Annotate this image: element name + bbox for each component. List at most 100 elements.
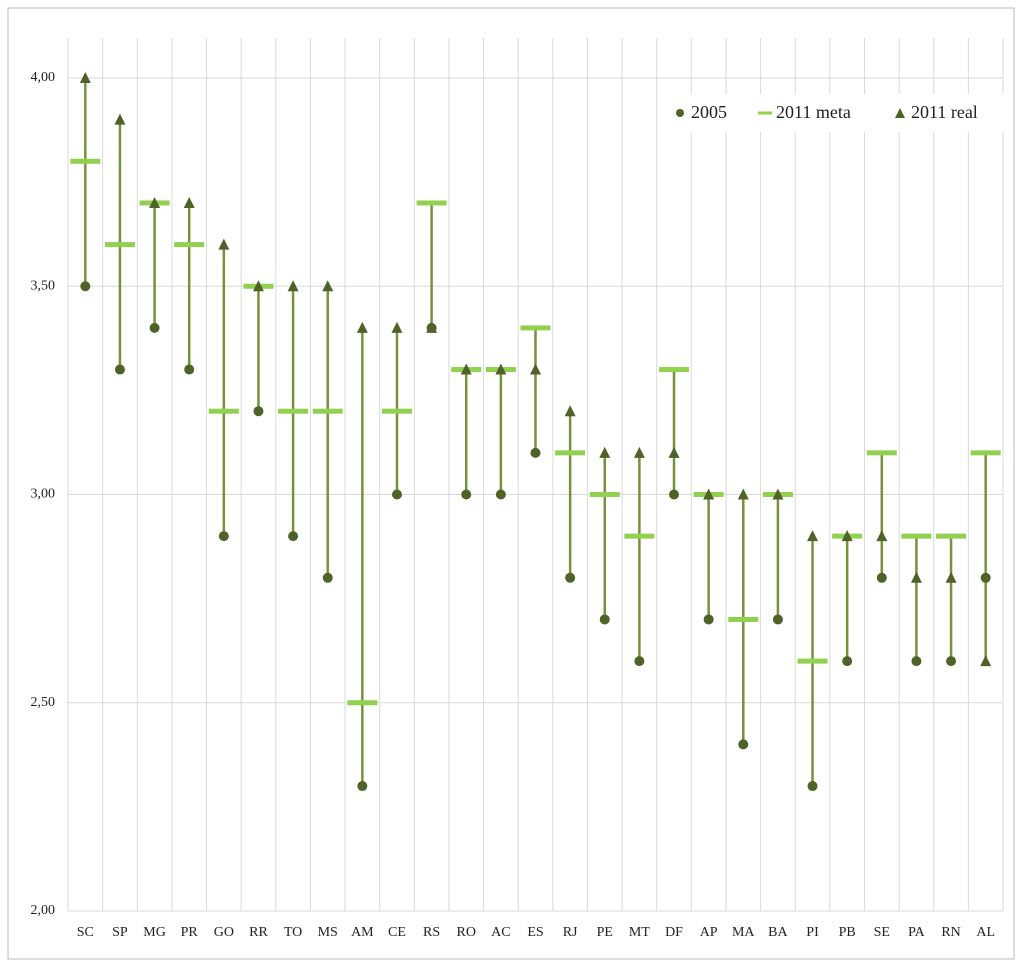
marker-triangle xyxy=(79,72,91,83)
x-tick-label: MS xyxy=(318,925,338,940)
marker-triangle xyxy=(841,530,853,542)
x-tick-label: PB xyxy=(839,925,856,940)
x-tick-label: CE xyxy=(388,925,406,940)
x-tick-label: BA xyxy=(768,925,788,940)
marker-triangle xyxy=(287,280,299,292)
marker-circle xyxy=(530,447,541,458)
y-tick-label: 2,00 xyxy=(31,903,56,918)
marker-circle xyxy=(634,656,645,667)
legend-label: 2011 real xyxy=(911,102,978,122)
x-tick-label: MA xyxy=(732,925,755,940)
marker-dash xyxy=(381,408,412,414)
x-tick-label: TO xyxy=(284,925,302,940)
marker-circle xyxy=(842,656,853,667)
marker-dash xyxy=(416,200,447,206)
marker-triangle xyxy=(564,405,576,417)
legend-label: 2005 xyxy=(691,102,727,122)
marker-dash xyxy=(278,408,309,414)
marker-triangle xyxy=(772,488,784,500)
marker-circle xyxy=(565,572,576,583)
marker-triangle xyxy=(633,446,645,458)
marker-triangle xyxy=(218,238,230,250)
x-tick-label: PI xyxy=(806,925,819,940)
x-tick-label: RS xyxy=(423,925,440,940)
marker-triangle xyxy=(980,655,992,667)
marker-circle xyxy=(253,406,264,417)
x-tick-label: SC xyxy=(77,925,94,940)
marker-triangle xyxy=(149,196,161,208)
y-tick-label: 2,50 xyxy=(31,695,56,710)
x-tick-label: SP xyxy=(112,925,128,940)
marker-circle xyxy=(669,489,680,500)
marker-circle xyxy=(599,614,610,625)
x-tick-label: RO xyxy=(457,925,476,940)
x-tick-label: RR xyxy=(249,925,268,940)
x-tick-label: MG xyxy=(143,925,166,940)
marker-circle xyxy=(357,781,368,792)
marker-circle xyxy=(738,739,749,750)
marker-dash xyxy=(174,242,205,248)
marker-triangle xyxy=(807,530,819,542)
marker-circle xyxy=(911,656,922,667)
x-tick-label: PE xyxy=(597,925,613,940)
x-tick-label: PA xyxy=(908,925,926,940)
marker-triangle xyxy=(252,280,264,292)
marker-circle xyxy=(288,531,299,542)
marker-circle xyxy=(114,364,125,375)
x-tick-label: AC xyxy=(491,925,510,940)
marker-circle xyxy=(391,489,402,500)
marker-circle xyxy=(807,781,818,792)
x-tick-label: SE xyxy=(874,925,890,940)
marker-dash xyxy=(347,700,378,706)
marker-dash xyxy=(555,450,586,456)
marker-triangle xyxy=(876,530,888,542)
marker-triangle xyxy=(703,488,715,500)
marker-circle xyxy=(218,531,229,542)
y-tick-label: 3,00 xyxy=(31,487,56,502)
marker-dash xyxy=(624,533,655,539)
marker-dash xyxy=(728,616,759,622)
legend-label: 2011 meta xyxy=(776,102,851,122)
marker-circle xyxy=(876,572,887,583)
marker-circle xyxy=(184,364,195,375)
x-tick-label: RN xyxy=(941,925,960,940)
y-tick-label: 3,50 xyxy=(31,278,56,293)
marker-triangle xyxy=(426,321,438,333)
marker-circle xyxy=(80,281,91,292)
marker-circle xyxy=(980,572,991,583)
legend: 2005 2011 meta 2011 real xyxy=(662,94,1008,132)
marker-circle xyxy=(946,656,957,667)
chart-frame xyxy=(7,7,1015,960)
marker-dash xyxy=(70,158,101,164)
marker-dash xyxy=(797,658,828,664)
marker-circle xyxy=(461,489,472,500)
x-tick-label: AL xyxy=(976,925,995,940)
marker-dash xyxy=(520,325,551,331)
marker-circle xyxy=(149,322,160,333)
marker-triangle xyxy=(495,363,507,375)
x-tick-label: ES xyxy=(527,925,543,940)
marker-dash xyxy=(901,533,932,539)
marker-circle xyxy=(703,614,714,625)
marker-triangle xyxy=(530,363,541,375)
marker-circle xyxy=(322,572,333,583)
marker-dash xyxy=(866,450,897,456)
marker-triangle xyxy=(391,321,403,333)
marker-triangle xyxy=(945,571,957,583)
x-tick-label: DF xyxy=(665,925,683,940)
marker-triangle xyxy=(114,113,126,125)
marker-circle xyxy=(772,614,783,625)
x-tick-label: AP xyxy=(700,925,718,940)
marker-dash xyxy=(970,450,1001,456)
legend-marker xyxy=(676,109,684,117)
marker-triangle xyxy=(183,196,195,208)
legend-box xyxy=(662,94,1008,132)
marker-dash xyxy=(208,408,239,414)
marker-dash xyxy=(589,492,620,497)
marker-triangle xyxy=(322,280,334,292)
x-tick-label: MT xyxy=(629,925,650,940)
x-tick-label: PR xyxy=(181,925,199,940)
x-tick-label: AM xyxy=(351,925,374,940)
marker-triangle xyxy=(737,488,749,500)
